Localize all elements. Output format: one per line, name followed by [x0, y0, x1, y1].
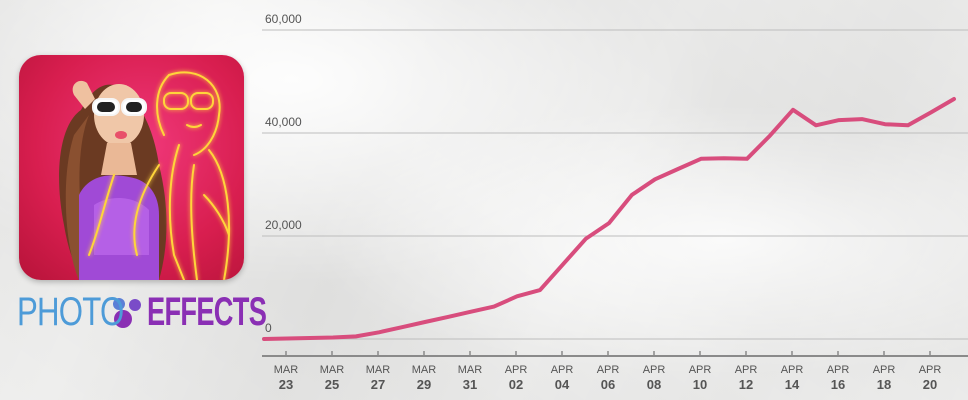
x-tick-label: MAR 25: [320, 364, 345, 392]
brand-text-photo: PHOTO: [17, 289, 124, 334]
brand-logo: PHOTO EFFECTS: [17, 290, 322, 334]
y-tick-label: 40,000: [265, 115, 302, 129]
photo-effects-app-icon: [19, 55, 244, 280]
x-tick-label: APR 06: [597, 364, 620, 392]
x-tick-label: APR 08: [643, 364, 666, 392]
brand-dots-icon: [113, 298, 141, 328]
x-tick-label: APR 10: [689, 364, 712, 392]
series-line: [262, 97, 956, 341]
x-tick-label: APR 20: [919, 364, 942, 392]
brand-text-effects: EFFECTS: [147, 289, 267, 334]
x-tick-label: APR 16: [827, 364, 850, 392]
y-tick-label: 60,000: [265, 12, 302, 26]
x-tick-label: APR 18: [873, 364, 896, 392]
y-axis-ticks: 0 20,000 40,000 60,000: [265, 12, 302, 335]
x-axis-ticks: MAR 23 MAR 25 MAR 27 MAR 29 MAR 31 APR 02 APR 04 APR 06…: [274, 351, 942, 392]
x-tick-label: MAR 27: [366, 364, 391, 392]
x-tick-label: APR 04: [551, 364, 574, 392]
x-tick-label: APR 02: [505, 364, 528, 392]
x-tick-label: MAR 23: [274, 364, 299, 392]
y-tick-label: 20,000: [265, 218, 302, 232]
chart-grid: [262, 29, 968, 340]
x-tick-label: MAR 31: [458, 364, 483, 392]
x-tick-label: APR 12: [735, 364, 758, 392]
x-tick-label: MAR 29: [412, 364, 437, 392]
x-tick-label: APR 14: [781, 364, 804, 392]
y-tick-label: 0: [265, 321, 272, 335]
